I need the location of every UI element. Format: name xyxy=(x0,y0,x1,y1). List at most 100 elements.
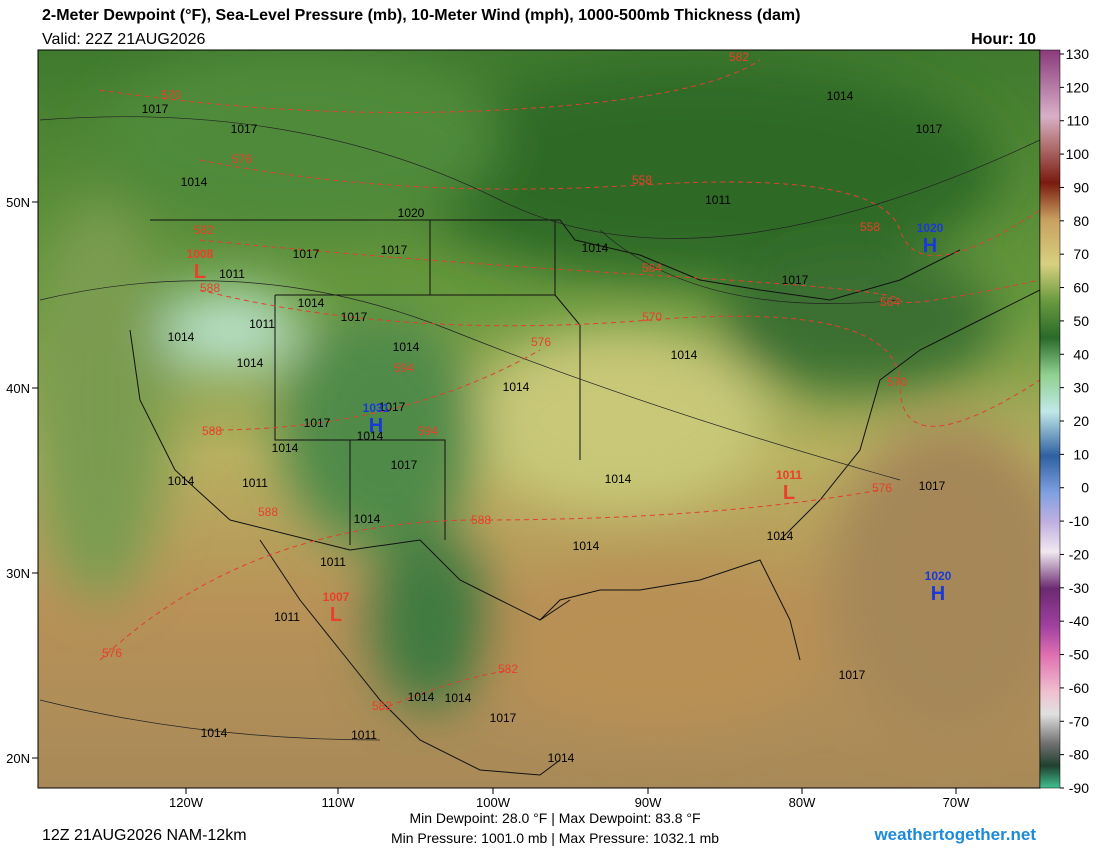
colorbar-label: 10 xyxy=(1073,446,1089,462)
pressure-center-symbol: H xyxy=(931,583,945,605)
isobar-label: 1011 xyxy=(320,555,346,569)
pressure-center-symbol: L xyxy=(330,604,342,626)
isobar-label: 1014 xyxy=(354,512,381,526)
colorbar-label: -30 xyxy=(1069,580,1089,596)
thickness-label: 558 xyxy=(632,173,652,187)
colorbar-label: 110 xyxy=(1067,113,1090,129)
dewpoint-field xyxy=(38,50,1040,740)
pressure-range: Min Pressure: 1001.0 mb | Max Pressure: … xyxy=(391,830,719,846)
thickness-label: 582 xyxy=(729,50,749,64)
colorbar-label: 50 xyxy=(1073,313,1089,329)
colorbar-label: -60 xyxy=(1069,680,1089,696)
isobar-label: 1014 xyxy=(827,89,854,103)
lat-label: 30N xyxy=(6,566,30,581)
map xyxy=(38,50,1040,788)
isobar-label: 1014 xyxy=(201,726,228,740)
colorbar-label: 30 xyxy=(1073,380,1089,396)
colorbar-label: 130 xyxy=(1066,46,1090,62)
thickness-label: 576 xyxy=(872,481,892,495)
thickness-label: 588 xyxy=(202,424,222,438)
isobar-label: 1014 xyxy=(605,472,632,486)
colorbar-label: 90 xyxy=(1073,179,1089,195)
thickness-label: 588 xyxy=(258,505,278,519)
thickness-label: 582 xyxy=(498,662,518,676)
thickness-label: 588 xyxy=(471,513,491,527)
thickness-label: 570 xyxy=(161,88,181,102)
isobar-label: 1014 xyxy=(767,529,794,543)
isobar-label: 1017 xyxy=(142,102,169,116)
isobar-label: 1014 xyxy=(548,751,575,765)
isobar-label: 1014 xyxy=(168,474,195,488)
valid-time: Valid: 22Z 21AUG2026 xyxy=(42,31,205,48)
isobar-label: 1017 xyxy=(839,668,866,682)
lon-label: 90W xyxy=(635,795,662,810)
pressure-center-symbol: H xyxy=(369,415,383,437)
thickness-label: 570 xyxy=(642,310,662,324)
thickness-label: 564 xyxy=(880,295,900,309)
isobar-label: 1014 xyxy=(671,348,698,362)
model-run: 12Z 21AUG2026 NAM-12km xyxy=(42,827,247,844)
isobar-label: 1014 xyxy=(582,241,609,255)
colorbar-label: 20 xyxy=(1073,413,1089,429)
isobars xyxy=(39,116,1040,741)
dewpoint-range: Min Dewpoint: 28.0 °F | Max Dewpoint: 83… xyxy=(409,810,700,826)
pressure-center-symbol: L xyxy=(194,261,206,283)
isobar-label: 1014 xyxy=(298,296,325,310)
isobar-label: 1017 xyxy=(782,273,809,287)
lat-label: 40N xyxy=(6,381,30,396)
isobar-label: 1014 xyxy=(357,429,384,443)
isobar-label: 1014 xyxy=(573,539,600,553)
lon-label: 70W xyxy=(943,795,970,810)
pressure-center-symbol: L xyxy=(783,482,795,504)
colorbar-label: 0 xyxy=(1081,480,1089,496)
colorbar-label: -70 xyxy=(1069,713,1089,729)
thickness-label: 594 xyxy=(394,361,414,375)
colorbar-label: -20 xyxy=(1069,546,1089,562)
isobar-label: 1017 xyxy=(304,416,331,430)
thickness-label: 588 xyxy=(200,281,220,295)
colorbar-label: 100 xyxy=(1066,146,1090,162)
colorbar-label: 120 xyxy=(1066,79,1090,95)
colorbar-label: 80 xyxy=(1073,213,1089,229)
thickness-label: 558 xyxy=(860,220,880,234)
colorbar-label: 40 xyxy=(1073,346,1089,362)
colorbar-label: 70 xyxy=(1073,246,1089,262)
colorbar-label: -50 xyxy=(1069,647,1089,663)
pressure-center-value: 1011 xyxy=(776,468,802,482)
thickness-label: 564 xyxy=(642,261,662,275)
thickness-label: 576 xyxy=(102,646,122,660)
pressure-center-symbol: H xyxy=(923,235,937,257)
site-credit: weathertogether.net xyxy=(873,825,1036,844)
thickness-label: 582 xyxy=(372,699,392,713)
pressure-center-value: 1031 xyxy=(363,401,390,415)
isobar-label: 1017 xyxy=(919,479,946,493)
colorbar-label: 60 xyxy=(1073,280,1089,296)
pressure-center-value: 1008 xyxy=(187,247,214,261)
isobar-label: 1014 xyxy=(181,175,208,189)
colorbar xyxy=(1039,49,1061,789)
isobar-label: 1014 xyxy=(408,690,435,704)
isobar-label: 1017 xyxy=(381,243,408,257)
thickness-label: 582 xyxy=(194,223,214,237)
isobar-label: 1017 xyxy=(231,122,258,136)
isobar-label: 1017 xyxy=(391,458,418,472)
isobar-label: 1014 xyxy=(393,340,420,354)
isobar-label: 1017 xyxy=(341,310,368,324)
isobar-label: 1011 xyxy=(249,317,275,331)
thickness-label: 576 xyxy=(232,152,252,166)
isobar-label: 1017 xyxy=(379,400,406,414)
isobar-label: 1014 xyxy=(168,330,195,344)
isobar-label: 1011 xyxy=(274,610,300,624)
borders xyxy=(129,219,1040,776)
pressure-center-value: 1020 xyxy=(925,569,952,583)
isobar-label: 1011 xyxy=(219,267,245,281)
isobar-label: 1017 xyxy=(916,122,943,136)
isobar-label: 1020 xyxy=(398,206,425,220)
isobar-label: 1017 xyxy=(293,247,320,261)
isobar-label: 1014 xyxy=(445,691,472,705)
thickness-label: 570 xyxy=(887,375,907,389)
isobar-label: 1017 xyxy=(490,711,517,725)
colorbar-label: -90 xyxy=(1069,780,1089,796)
pressure-center-value: 1007 xyxy=(323,590,350,604)
